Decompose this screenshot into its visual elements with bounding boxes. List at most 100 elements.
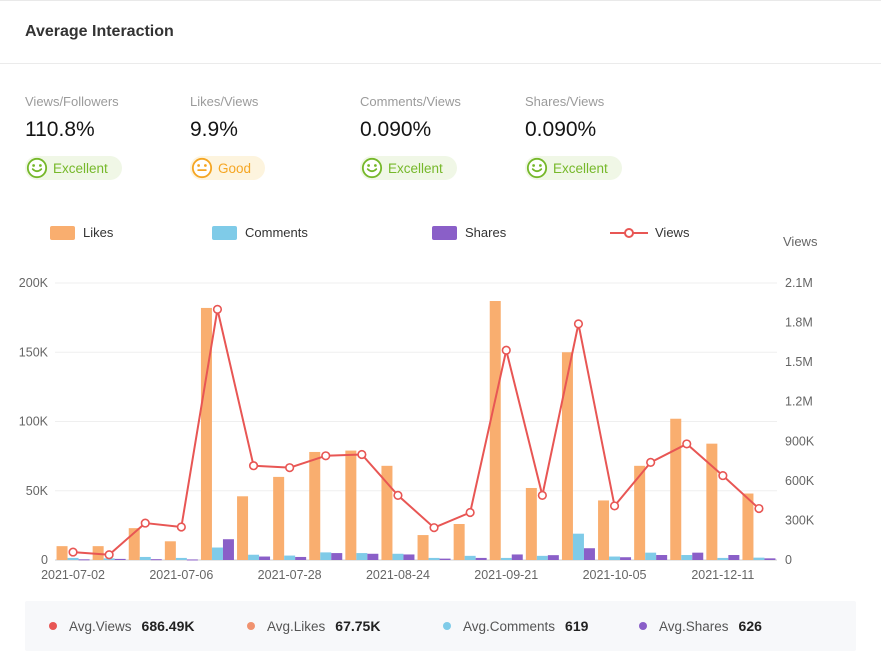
bar-likes[interactable] bbox=[706, 443, 718, 560]
bar-shares[interactable] bbox=[439, 558, 451, 560]
bar-comments[interactable] bbox=[67, 557, 79, 560]
views-marker[interactable] bbox=[682, 439, 692, 449]
metric-value: 0.090% bbox=[525, 118, 597, 141]
bar-likes[interactable] bbox=[345, 450, 357, 560]
bar-shares[interactable] bbox=[222, 539, 234, 560]
views-marker[interactable] bbox=[321, 451, 331, 461]
views-marker[interactable] bbox=[393, 490, 403, 500]
rating-badge: Good bbox=[190, 156, 266, 180]
bar-comments[interactable] bbox=[139, 556, 151, 560]
views-marker[interactable] bbox=[465, 507, 475, 518]
bar-comments[interactable] bbox=[500, 557, 512, 560]
views-marker[interactable] bbox=[754, 503, 764, 514]
bar-shares[interactable] bbox=[547, 555, 559, 560]
bar-shares[interactable] bbox=[475, 557, 487, 560]
views-marker[interactable] bbox=[429, 523, 439, 533]
views-marker[interactable] bbox=[501, 345, 511, 355]
bar-shares[interactable] bbox=[620, 557, 632, 560]
views-marker[interactable] bbox=[104, 550, 114, 560]
legend-item-views[interactable]: Views bbox=[610, 225, 689, 240]
right-axis-label: 300K bbox=[785, 513, 815, 527]
x-axis-label: 2021-12-11 bbox=[691, 568, 754, 582]
bar-shares[interactable] bbox=[150, 559, 162, 561]
bar-shares[interactable] bbox=[78, 559, 90, 561]
bar-likes[interactable] bbox=[634, 465, 646, 560]
interaction-chart[interactable]: 200K 150K 100K 50K 0 2.1M 1.8M 1.5M 1.2M 900K 600K… bbox=[0, 246, 881, 591]
red-dot-icon bbox=[49, 622, 57, 630]
bar-comments[interactable] bbox=[572, 533, 584, 560]
views-marker[interactable] bbox=[176, 522, 186, 532]
legend-item-comments[interactable]: Comments bbox=[212, 225, 308, 240]
bar-comments[interactable] bbox=[175, 557, 187, 560]
views-marker[interactable] bbox=[646, 457, 656, 467]
bar-comments[interactable] bbox=[320, 552, 332, 560]
bar-likes[interactable] bbox=[561, 352, 573, 560]
bar-comments[interactable] bbox=[753, 557, 765, 560]
bar-comments[interactable] bbox=[211, 547, 223, 560]
bar-comments[interactable] bbox=[428, 557, 440, 560]
bar-comments[interactable] bbox=[248, 554, 260, 560]
metric-views-followers: Views/Followers 110.8% Excellent bbox=[25, 94, 122, 180]
bar-likes[interactable] bbox=[164, 541, 176, 560]
views-marker[interactable] bbox=[212, 304, 223, 314]
bar-shares[interactable] bbox=[367, 553, 379, 560]
legend-item-likes[interactable]: Likes bbox=[50, 225, 113, 240]
bar-shares[interactable] bbox=[692, 552, 704, 560]
bar-likes[interactable] bbox=[273, 476, 285, 560]
bar-shares[interactable] bbox=[114, 558, 126, 560]
metric-value: 0.090% bbox=[360, 118, 432, 141]
bar-likes[interactable] bbox=[309, 451, 321, 560]
bar-comments[interactable] bbox=[464, 555, 476, 560]
views-marker[interactable] bbox=[609, 501, 620, 511]
bar-likes[interactable] bbox=[417, 535, 429, 560]
bar-comments[interactable] bbox=[536, 555, 548, 560]
rating-text: Excellent bbox=[553, 160, 608, 176]
views-marker[interactable] bbox=[718, 470, 728, 481]
bar-shares[interactable] bbox=[764, 558, 776, 560]
views-marker[interactable] bbox=[140, 518, 150, 528]
bar-comments[interactable] bbox=[356, 553, 368, 560]
views-marker[interactable] bbox=[248, 461, 259, 471]
legend-item-shares[interactable]: Shares bbox=[432, 225, 506, 240]
right-axis-label: 900K bbox=[785, 434, 815, 448]
bar-comments[interactable] bbox=[284, 555, 296, 560]
bar-shares[interactable] bbox=[656, 555, 668, 560]
bar-likes[interactable] bbox=[598, 500, 610, 560]
bar-likes[interactable] bbox=[237, 496, 249, 560]
shares-swatch-icon bbox=[432, 225, 457, 240]
bar-comments[interactable] bbox=[681, 555, 693, 560]
x-axis-label: 2021-09-21 bbox=[474, 568, 538, 582]
views-marker[interactable] bbox=[573, 319, 584, 329]
bar-shares[interactable] bbox=[259, 556, 271, 560]
rating-text: Good bbox=[218, 160, 252, 176]
bar-shares[interactable] bbox=[331, 553, 343, 560]
bar-shares[interactable] bbox=[403, 554, 415, 560]
views-marker[interactable] bbox=[285, 463, 295, 473]
bar-likes[interactable] bbox=[525, 487, 537, 560]
bar-shares[interactable] bbox=[511, 554, 523, 560]
bar-comments[interactable] bbox=[645, 552, 657, 560]
views-marker[interactable] bbox=[537, 490, 547, 500]
bar-shares[interactable] bbox=[186, 559, 198, 561]
left-axis-label: 200K bbox=[19, 276, 49, 290]
bar-likes[interactable] bbox=[128, 528, 140, 560]
views-marker[interactable] bbox=[357, 449, 367, 460]
views-line[interactable] bbox=[72, 308, 760, 556]
stat-value: 67.75K bbox=[335, 618, 381, 634]
bar-likes[interactable] bbox=[453, 523, 465, 560]
bar-likes[interactable] bbox=[742, 493, 754, 560]
views-marker[interactable] bbox=[68, 547, 78, 557]
bar-comments[interactable] bbox=[392, 553, 404, 560]
bar-shares[interactable] bbox=[583, 548, 595, 560]
bar-shares[interactable] bbox=[295, 556, 307, 560]
bar-likes[interactable] bbox=[56, 546, 68, 560]
bar-likes[interactable] bbox=[670, 418, 682, 560]
bar-likes[interactable] bbox=[489, 301, 501, 560]
bar-comments[interactable] bbox=[717, 557, 729, 560]
bar-comments[interactable] bbox=[609, 556, 621, 560]
bar-likes[interactable] bbox=[200, 307, 212, 560]
avg-comments-stat: Avg.Comments 619 bbox=[443, 601, 588, 651]
bar-shares[interactable] bbox=[728, 555, 740, 560]
views-line-marker-icon bbox=[610, 226, 648, 240]
bar-likes[interactable] bbox=[381, 465, 393, 560]
